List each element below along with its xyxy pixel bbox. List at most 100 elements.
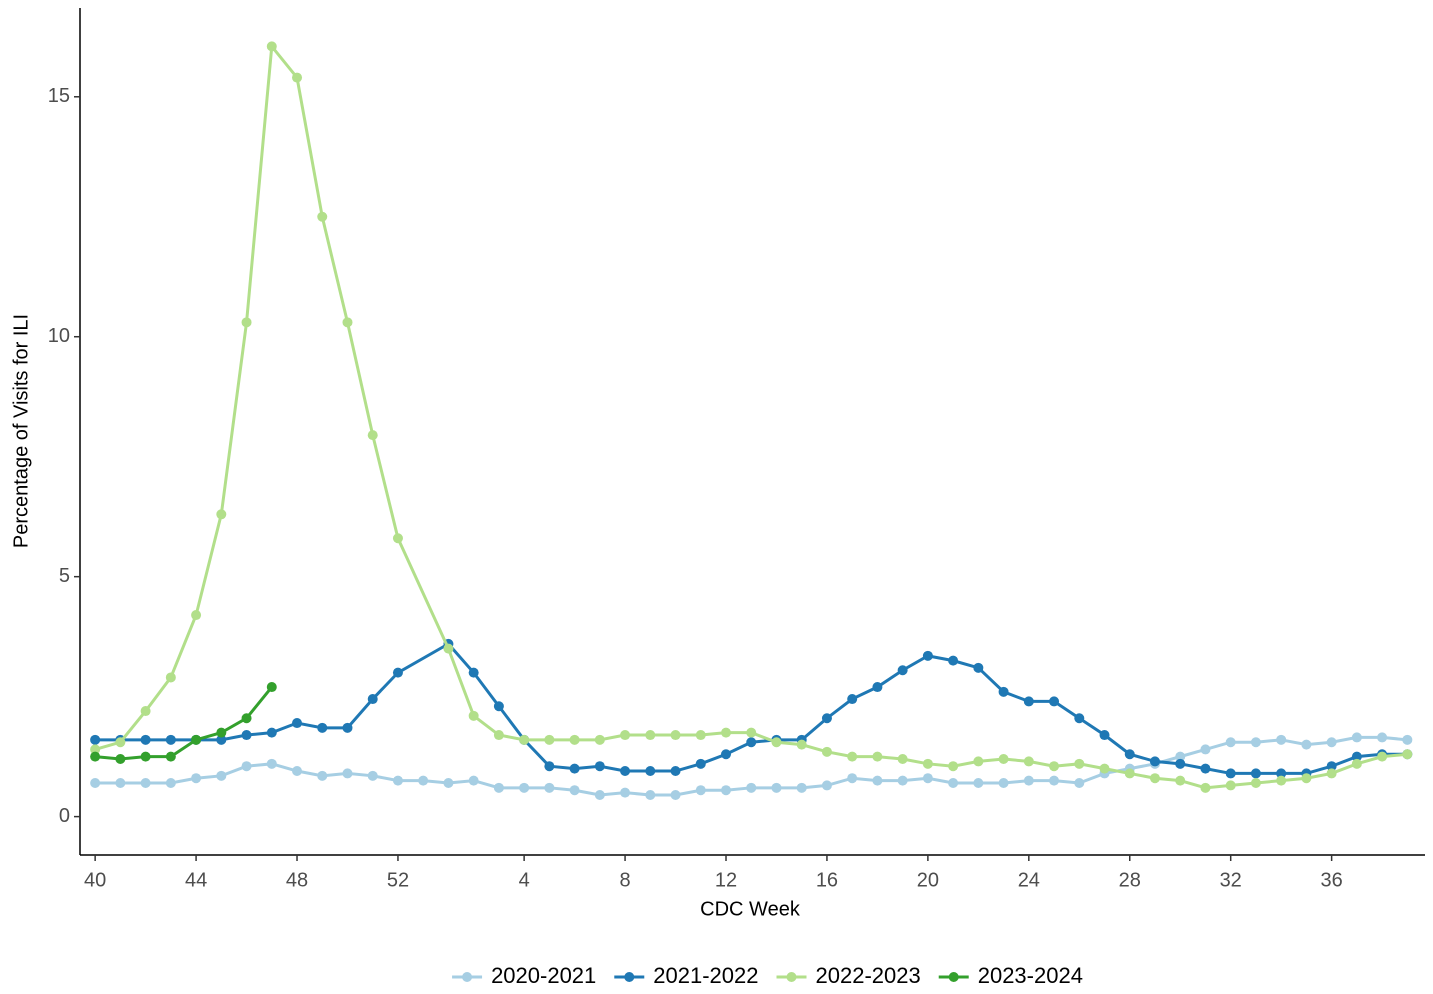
data-point — [367, 694, 378, 705]
data-point — [266, 758, 277, 769]
data-point — [998, 686, 1009, 697]
legend-item: 2021-2022 — [614, 963, 759, 988]
data-point — [493, 730, 504, 741]
data-point — [1326, 768, 1337, 779]
data-point — [847, 773, 858, 784]
data-point — [1124, 768, 1135, 779]
data-point — [1225, 768, 1236, 779]
data-point — [1023, 696, 1034, 707]
x-tick-label: 40 — [84, 869, 106, 891]
data-point — [695, 730, 706, 741]
data-point — [569, 734, 580, 745]
data-point — [998, 754, 1009, 765]
x-tick-label: 44 — [185, 869, 207, 891]
data-point — [948, 761, 959, 772]
data-point — [1377, 732, 1388, 743]
data-point — [342, 768, 353, 779]
data-point — [519, 734, 530, 745]
data-point — [998, 778, 1009, 789]
data-point — [493, 782, 504, 793]
data-point — [544, 761, 555, 772]
data-point — [1175, 775, 1186, 786]
legend-item: 2023-2024 — [938, 963, 1083, 988]
legend-item: 2020-2021 — [452, 963, 596, 988]
x-tick-label: 36 — [1321, 869, 1343, 891]
data-point — [1301, 773, 1312, 784]
data-point — [922, 650, 933, 661]
data-point — [569, 763, 580, 774]
data-point — [115, 778, 126, 789]
data-point — [519, 782, 530, 793]
data-point — [897, 665, 908, 676]
data-point — [266, 727, 277, 738]
data-point — [1276, 775, 1287, 786]
data-point — [317, 722, 328, 733]
data-point — [1276, 734, 1287, 745]
data-point — [544, 734, 555, 745]
x-tick-label: 20 — [917, 869, 939, 891]
data-point — [1377, 751, 1388, 762]
data-point — [90, 751, 101, 762]
data-point — [746, 782, 757, 793]
data-point — [821, 746, 832, 757]
data-point — [1175, 751, 1186, 762]
data-point — [165, 751, 176, 762]
data-point — [342, 722, 353, 733]
data-point — [645, 730, 656, 741]
data-point — [594, 761, 605, 772]
data-point — [1200, 782, 1211, 793]
x-tick-label: 12 — [715, 869, 737, 891]
data-point — [216, 727, 227, 738]
data-point — [1200, 763, 1211, 774]
data-point — [721, 749, 732, 760]
data-point — [771, 737, 782, 748]
data-point — [645, 766, 656, 777]
data-point — [670, 730, 681, 741]
data-point — [620, 787, 631, 798]
data-point — [1049, 761, 1060, 772]
data-point — [191, 773, 202, 784]
data-point — [468, 710, 479, 721]
data-point — [872, 682, 883, 693]
data-point — [1124, 749, 1135, 760]
data-point — [1023, 775, 1034, 786]
data-point — [821, 713, 832, 724]
data-point — [1049, 696, 1060, 707]
data-point — [695, 785, 706, 796]
data-point — [973, 756, 984, 767]
data-point — [948, 778, 959, 789]
data-point — [468, 775, 479, 786]
data-point — [1074, 778, 1085, 789]
data-point — [443, 778, 454, 789]
data-point — [670, 790, 681, 801]
data-point — [847, 694, 858, 705]
x-tick-label: 28 — [1119, 869, 1141, 891]
data-point — [594, 790, 605, 801]
data-point — [1175, 758, 1186, 769]
data-point — [140, 734, 151, 745]
data-point — [973, 778, 984, 789]
data-point — [1099, 730, 1110, 741]
data-point — [594, 734, 605, 745]
data-point — [796, 739, 807, 750]
legend-label: 2021-2022 — [653, 963, 758, 988]
x-tick-label: 16 — [816, 869, 838, 891]
data-point — [292, 718, 303, 729]
data-point — [1049, 775, 1060, 786]
data-point — [90, 778, 101, 789]
data-point — [241, 761, 252, 772]
data-point — [241, 730, 252, 741]
legend-swatch-dot — [948, 972, 959, 982]
y-tick-label: 10 — [48, 325, 70, 347]
data-point — [90, 744, 101, 755]
data-point — [1250, 778, 1261, 789]
legend-swatch-dot — [462, 972, 473, 982]
data-point — [1276, 768, 1287, 779]
data-point — [191, 610, 202, 621]
data-point — [897, 775, 908, 786]
data-point — [367, 770, 378, 781]
data-point — [544, 782, 555, 793]
data-point — [266, 682, 277, 693]
